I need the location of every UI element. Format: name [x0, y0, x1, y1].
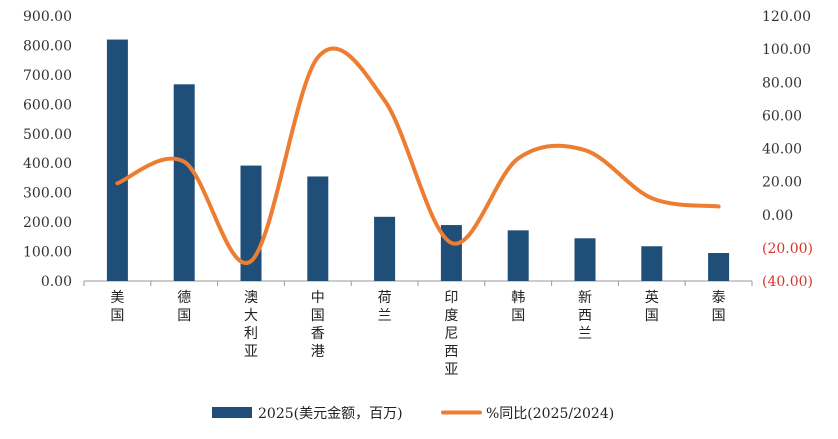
legend-line-label: %同比(2025/2024) [486, 406, 614, 422]
bar [574, 238, 596, 281]
category-label: 荷兰 [378, 290, 392, 324]
category-labels: 美国 德国 澳大利亚 中国香港 荷兰 印度尼西亚 韩国 新西兰 英国 泰国 [83, 281, 753, 378]
legend: 2025(美元金额，百万) %同比(2025/2024) [212, 406, 614, 422]
bar [173, 84, 195, 281]
category-label: 印度尼西亚 [444, 290, 458, 378]
bar [708, 253, 730, 281]
right-tick-label: 80.00 [762, 75, 802, 91]
left-tick-label: 900.00 [23, 9, 72, 25]
bar [507, 230, 529, 281]
category-label: 澳大利亚 [244, 290, 258, 360]
category-label: 美国 [110, 290, 124, 324]
right-axis: 120.00 100.00 80.00 60.00 40.00 20.00 0.00 (20.… [762, 9, 813, 290]
right-tick-label: 0.00 [762, 208, 793, 224]
right-tick-label: 20.00 [762, 175, 802, 191]
bar [374, 216, 396, 281]
right-tick-label: 100.00 [762, 42, 811, 58]
legend-bar-swatch [212, 407, 252, 418]
category-label: 韩国 [511, 290, 525, 324]
left-axis: 0.00 100.00 200.00 300.00 400.00 500.00 600.00… [23, 9, 72, 290]
bar [641, 246, 663, 281]
line-series [115, 46, 721, 266]
category-label: 泰国 [712, 290, 726, 324]
left-tick-label: 800.00 [23, 38, 72, 54]
right-tick-label: (20.00) [762, 241, 813, 257]
right-tick-label: 60.00 [762, 108, 802, 124]
category-label: 英国 [645, 289, 659, 324]
left-tick-label: 200.00 [23, 215, 72, 231]
left-tick-label: 700.00 [23, 68, 72, 84]
left-tick-label: 400.00 [23, 156, 72, 172]
bar-series [106, 39, 730, 281]
left-tick-label: 100.00 [23, 245, 72, 261]
bar [307, 176, 329, 281]
right-tick-label: 40.00 [762, 142, 802, 158]
right-tick-label: (40.00) [762, 274, 813, 290]
bar [106, 39, 128, 281]
right-tick-label: 120.00 [762, 9, 811, 25]
category-label: 中国香港 [311, 290, 325, 360]
left-tick-label: 300.00 [23, 186, 72, 202]
category-label: 新西兰 [578, 290, 592, 342]
legend-bar-label: 2025(美元金额，百万) [258, 406, 403, 422]
category-label: 德国 [177, 290, 191, 324]
left-tick-label: 0.00 [41, 274, 72, 290]
left-tick-label: 600.00 [23, 97, 72, 113]
yoy-line [115, 46, 721, 266]
left-tick-label: 500.00 [23, 127, 72, 143]
